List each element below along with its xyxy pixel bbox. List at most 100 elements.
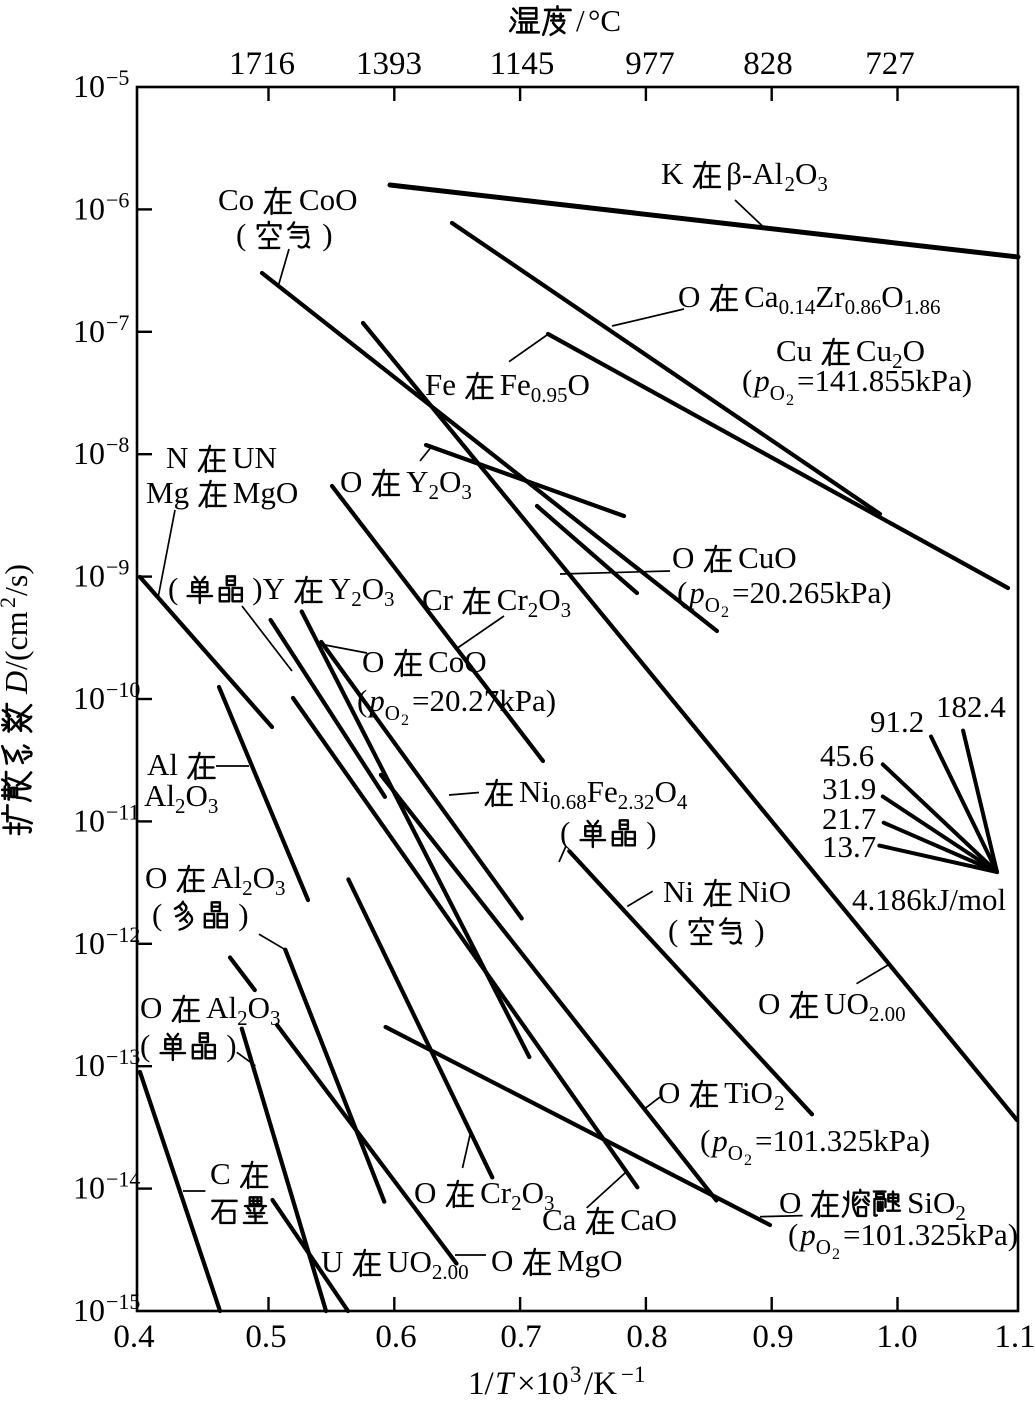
svg-text:2.00: 2.00 — [432, 1260, 469, 1284]
svg-text:C: C — [210, 1156, 231, 1191]
svg-text:−14: −14 — [106, 1167, 140, 1192]
svg-text:UN: UN — [232, 440, 277, 475]
svg-text:−8: −8 — [106, 432, 129, 457]
svg-text:=101.325kPa): =101.325kPa) — [755, 1123, 930, 1158]
svg-text:O: O — [881, 279, 903, 314]
svg-text:Co: Co — [218, 182, 254, 217]
svg-text:NiO: NiO — [738, 874, 791, 909]
svg-text:SiO: SiO — [907, 1185, 955, 1220]
svg-text:O: O — [672, 540, 694, 575]
svg-text:2: 2 — [401, 712, 409, 729]
svg-text:/K: /K — [584, 1366, 617, 1399]
svg-text:O: O — [439, 464, 461, 499]
svg-text:p: p — [367, 683, 385, 718]
svg-text:977: 977 — [625, 46, 675, 82]
svg-text:O: O — [705, 593, 720, 617]
svg-text:UO: UO — [387, 1244, 432, 1279]
svg-text:Cr: Cr — [422, 582, 454, 617]
svg-text:−9: −9 — [106, 555, 129, 580]
svg-text:182.4: 182.4 — [936, 689, 1006, 724]
svg-text:2: 2 — [892, 349, 903, 373]
svg-text:Cr: Cr — [480, 1175, 512, 1210]
svg-text:O: O — [538, 582, 560, 617]
svg-text:1.0: 1.0 — [876, 1319, 917, 1355]
svg-text:Fe: Fe — [587, 774, 618, 809]
svg-text:Cr: Cr — [497, 582, 529, 617]
svg-text:Zr: Zr — [815, 279, 845, 314]
svg-text:0.8: 0.8 — [626, 1319, 667, 1355]
svg-text:): ) — [238, 897, 248, 932]
svg-text:2: 2 — [832, 1246, 840, 1263]
svg-text:−13: −13 — [106, 1044, 140, 1069]
svg-text:MgO: MgO — [233, 475, 298, 510]
svg-text:10: 10 — [73, 435, 105, 471]
svg-text:CoO: CoO — [299, 182, 358, 217]
svg-text:=20.265kPa): =20.265kPa) — [732, 575, 892, 610]
svg-text:O: O — [816, 1235, 831, 1259]
svg-text:0.86: 0.86 — [845, 295, 882, 319]
svg-text:10: 10 — [73, 680, 105, 716]
svg-text:2: 2 — [175, 794, 186, 818]
svg-text:−5: −5 — [106, 65, 129, 90]
svg-text:13.7: 13.7 — [822, 829, 876, 864]
svg-text:D: D — [0, 671, 34, 695]
svg-text:2: 2 — [774, 1091, 785, 1115]
svg-text:p: p — [798, 1217, 816, 1252]
svg-text:3: 3 — [544, 1191, 555, 1215]
svg-text:3: 3 — [570, 1362, 582, 1387]
svg-text:1/: 1/ — [468, 1366, 495, 1399]
svg-text:/s): /s) — [0, 564, 34, 596]
svg-text:O: O — [522, 1175, 544, 1210]
svg-text:β-Al: β-Al — [726, 156, 783, 191]
svg-text:Fe: Fe — [500, 367, 531, 402]
svg-text:): ) — [252, 571, 262, 606]
svg-text:3: 3 — [275, 876, 286, 900]
svg-text:1.86: 1.86 — [904, 295, 941, 319]
svg-text:Y: Y — [406, 464, 428, 499]
svg-text:O: O — [362, 571, 384, 606]
svg-text:−10: −10 — [106, 677, 140, 702]
svg-text:O: O — [145, 860, 167, 895]
svg-text:(: ( — [668, 913, 678, 948]
svg-text:=20.27kPa): =20.27kPa) — [412, 683, 556, 718]
svg-text:(: ( — [788, 1217, 798, 1252]
svg-text:(: ( — [700, 1123, 710, 1158]
svg-text:O: O — [678, 279, 700, 314]
svg-text:(: ( — [357, 683, 367, 718]
svg-text:O: O — [362, 644, 384, 679]
svg-text:0.7: 0.7 — [500, 1319, 541, 1355]
svg-text:0.6: 0.6 — [375, 1319, 416, 1355]
svg-text:2: 2 — [721, 604, 729, 621]
svg-text:3: 3 — [270, 1006, 281, 1030]
svg-text:O: O — [414, 1175, 436, 1210]
svg-text:Ni: Ni — [663, 874, 694, 909]
svg-text:O: O — [568, 367, 590, 402]
svg-text:CaO: CaO — [620, 1202, 677, 1237]
svg-text:=101.325kPa): =101.325kPa) — [843, 1217, 1018, 1252]
svg-text:Al: Al — [147, 747, 178, 782]
svg-text:−11: −11 — [106, 799, 140, 824]
svg-text:Al: Al — [144, 778, 175, 813]
svg-text:K: K — [661, 156, 684, 191]
svg-text:): ) — [226, 1028, 236, 1063]
svg-text:2: 2 — [0, 597, 20, 608]
svg-text:(: ( — [560, 815, 570, 850]
svg-text:10: 10 — [73, 68, 105, 104]
svg-text:O: O — [770, 381, 785, 405]
svg-text:31.9: 31.9 — [822, 771, 876, 806]
svg-text:10: 10 — [73, 313, 105, 349]
svg-text:21.7: 21.7 — [822, 801, 876, 836]
svg-text:N: N — [166, 440, 188, 475]
svg-text:p: p — [710, 1123, 728, 1158]
svg-text:(: ( — [236, 217, 246, 252]
svg-text:0.5: 0.5 — [245, 1319, 286, 1355]
svg-text:0.4: 0.4 — [113, 1319, 154, 1355]
svg-text:2: 2 — [242, 876, 253, 900]
svg-text:CoO: CoO — [428, 644, 487, 679]
svg-text:TiO: TiO — [724, 1075, 773, 1110]
svg-text:Ni: Ni — [519, 774, 550, 809]
svg-text:O: O — [658, 1075, 680, 1110]
svg-text:10: 10 — [73, 1292, 105, 1328]
svg-text:Y: Y — [329, 571, 351, 606]
svg-text:Cu: Cu — [776, 333, 812, 368]
